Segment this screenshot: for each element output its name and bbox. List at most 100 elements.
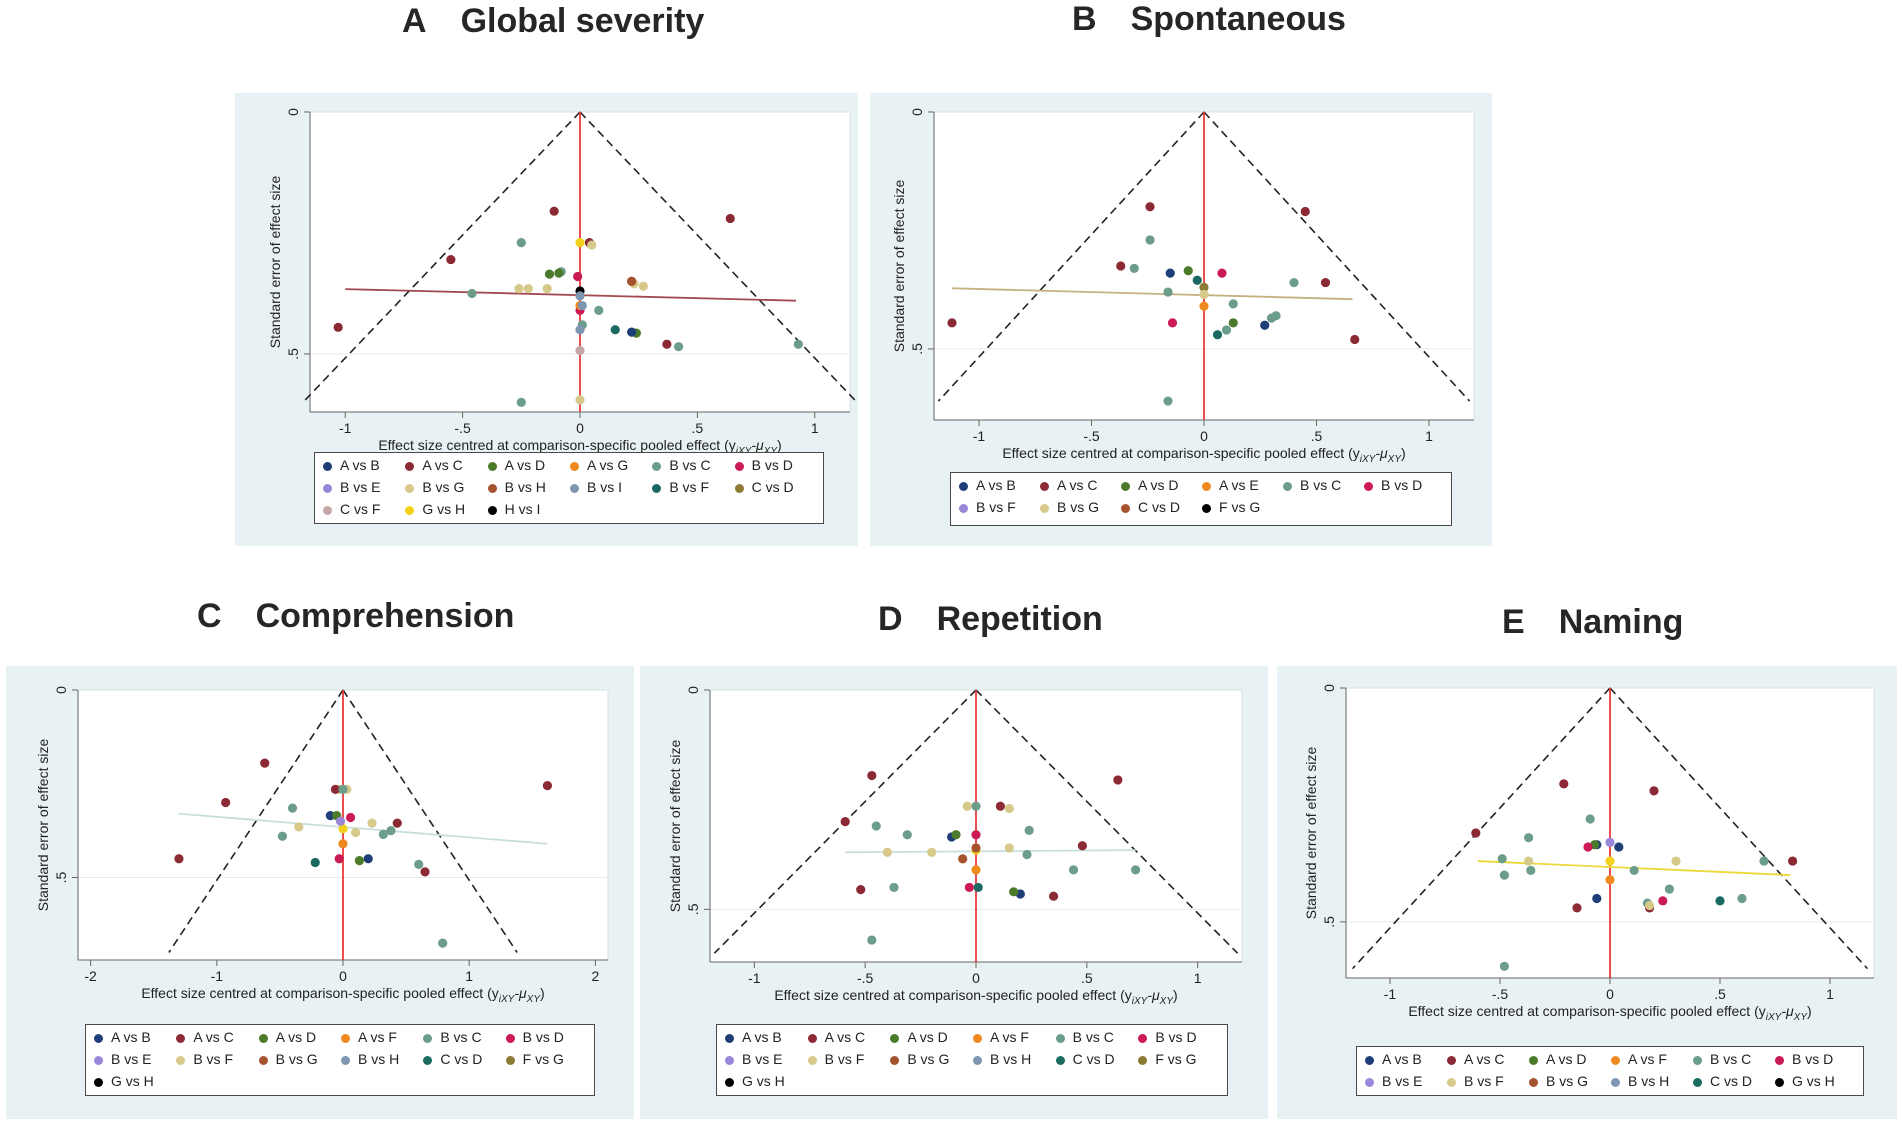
data-point — [971, 801, 981, 811]
legend-marker — [176, 1056, 186, 1065]
legend-marker — [1055, 1056, 1065, 1065]
data-point — [1300, 206, 1310, 217]
data-point — [1592, 893, 1602, 904]
panel-title-a: A Global severity — [402, 2, 704, 41]
x-tick-label: .5 — [1081, 970, 1093, 986]
data-point — [294, 822, 304, 832]
data-point — [973, 882, 983, 893]
data-point — [221, 797, 231, 808]
legend-label: A vs D — [275, 1029, 317, 1045]
legend-label: H vs I — [504, 501, 541, 517]
data-point — [1289, 277, 1299, 288]
legend-entry: A vs D — [258, 1029, 317, 1045]
legend-label: A vs B — [742, 1029, 782, 1045]
data-point — [516, 238, 526, 248]
legend-entry: A vs C — [1040, 477, 1097, 493]
data-point — [575, 291, 585, 301]
legend-marker — [1364, 482, 1373, 491]
legend-marker — [1138, 1056, 1148, 1065]
data-point — [1629, 865, 1639, 876]
legend-marker — [1040, 482, 1049, 491]
data-point — [793, 339, 803, 349]
data-point — [354, 856, 365, 866]
data-point — [338, 824, 348, 834]
data-point — [1024, 825, 1034, 835]
legend-entry: B vs C — [1693, 1051, 1751, 1067]
legend-label: C vs D — [1710, 1073, 1752, 1089]
legend-entry: A vs F — [341, 1029, 397, 1045]
data-point — [840, 817, 850, 827]
data-point — [1116, 261, 1126, 271]
legend-entry: A vs B — [725, 1029, 782, 1045]
data-point — [927, 847, 937, 857]
legend-label: A vs C — [1057, 477, 1098, 493]
legend-entry: B vs E — [725, 1051, 782, 1067]
legend-entry: H vs I — [487, 501, 541, 517]
data-point — [1737, 893, 1747, 904]
legend-entry: B vs I — [570, 479, 622, 495]
legend-marker — [258, 1056, 268, 1065]
funnel-left-line — [1352, 687, 1611, 970]
data-point — [1664, 884, 1674, 894]
legend-entry: G vs H — [725, 1073, 785, 1089]
data-point — [1221, 325, 1232, 335]
legend-marker — [505, 1034, 515, 1043]
data-point — [971, 865, 981, 875]
panel-letter: A — [402, 2, 427, 40]
data-point — [277, 831, 288, 841]
legend-marker — [487, 484, 497, 493]
legend-label: B vs F — [193, 1051, 233, 1067]
legend-entry: A vs F — [973, 1029, 1029, 1045]
legend-label: B vs G — [1057, 499, 1100, 515]
data-point — [1524, 833, 1534, 843]
legend-marker — [807, 1056, 817, 1065]
data-point — [378, 829, 388, 839]
legend-entry: A vs F — [1611, 1051, 1667, 1067]
legend-entry: A vs C — [807, 1029, 865, 1045]
legend-marker — [176, 1034, 186, 1043]
data-point — [1260, 320, 1270, 330]
legend-label: G vs H — [111, 1073, 154, 1089]
panel-title-c: C Comprehension — [197, 597, 514, 636]
legend-entry: A vs B — [959, 477, 1016, 493]
y-tick-label: 0 — [53, 686, 69, 694]
data-point — [1605, 837, 1615, 847]
legend-label: A vs F — [990, 1029, 1029, 1045]
data-point — [438, 938, 448, 948]
legend-label: A vs F — [1628, 1051, 1667, 1067]
panel-letter: E — [1502, 603, 1525, 641]
legend-marker — [1121, 504, 1130, 513]
legend-marker — [423, 1056, 433, 1065]
legend-marker — [1529, 1056, 1538, 1065]
legend-label: A vs D — [1138, 477, 1179, 493]
data-point — [1113, 775, 1123, 785]
data-point — [1320, 277, 1331, 288]
data-point — [856, 885, 866, 895]
legend-marker — [1693, 1078, 1702, 1087]
legend-marker — [725, 1034, 734, 1043]
legend-label: C vs D — [1138, 499, 1180, 515]
data-point — [1471, 828, 1481, 838]
data-point — [338, 784, 348, 794]
data-point — [587, 240, 597, 250]
legend-marker — [405, 484, 415, 493]
funnel-right-line — [342, 689, 518, 953]
x-tick-label: -1 — [748, 970, 761, 986]
x-tick-label: .5 — [692, 420, 704, 436]
legend-label: C vs D — [1072, 1051, 1115, 1067]
data-point — [554, 268, 564, 278]
x-axis-title: Effect size centred at comparison-specif… — [378, 437, 781, 457]
data-point — [1199, 289, 1209, 300]
legend-label: A vs C — [193, 1029, 234, 1045]
data-point — [575, 325, 585, 335]
panel-title-text: Comprehension — [255, 597, 515, 635]
legend-marker — [94, 1056, 103, 1065]
data-point — [1788, 856, 1798, 866]
data-point — [674, 342, 684, 352]
legend-marker — [973, 1056, 982, 1065]
data-point — [1497, 854, 1507, 864]
data-point — [725, 213, 735, 224]
legend-label: B vs F — [976, 499, 1016, 515]
data-point — [610, 325, 620, 335]
data-point — [1585, 814, 1595, 824]
